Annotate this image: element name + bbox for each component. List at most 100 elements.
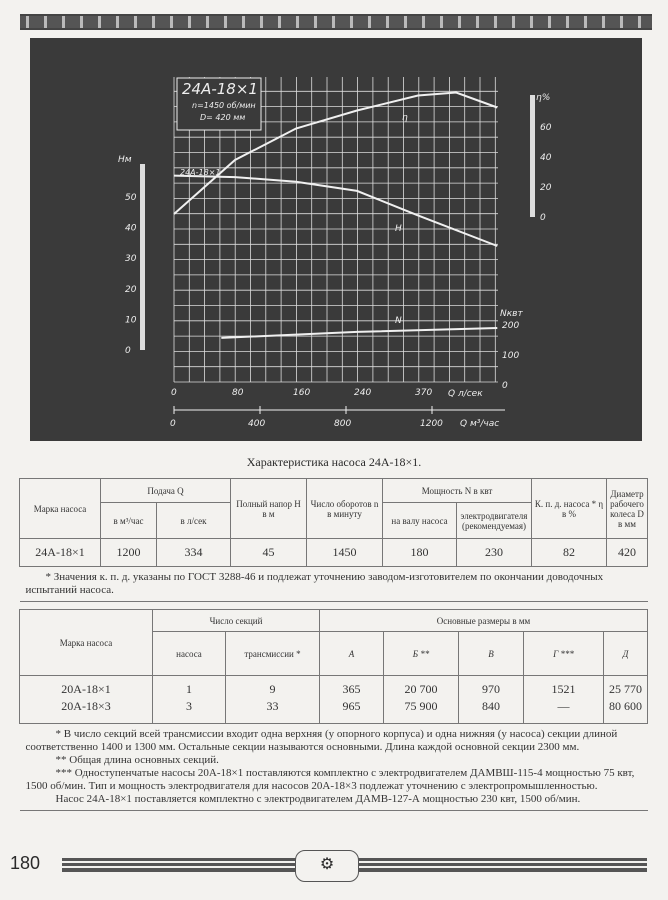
hdr-sections: Число секций <box>152 609 320 632</box>
cell: 24А-18×1 <box>19 538 101 567</box>
cell: 180 <box>382 538 457 567</box>
hdr-eff: К. п. д. насоса * η в % <box>531 478 607 539</box>
eta-tick-label: 20 <box>540 183 552 193</box>
h-tick-label: 0 <box>125 346 131 356</box>
footnote-3: *** Одноступенчатые насосы 20А-18×1 пост… <box>25 767 635 792</box>
h-tick-label: 40 <box>125 224 137 234</box>
table-row: 20А-18×3 3 33 965 75 900 840 — 80 600 <box>19 697 648 724</box>
pump-emblem-icon: ⚙ <box>295 850 359 882</box>
eta-tick-label: 60 <box>540 123 552 133</box>
q2-tick-label: 400 <box>248 419 265 429</box>
hdr-g: Г *** <box>523 631 604 676</box>
series-line-n <box>221 327 498 339</box>
pump-characteristic-chart: η H N 0 80 160 240 370 Q л/сек 0 400 800 1200 Q м³/ча… <box>30 38 642 441</box>
eta-tick-label: 40 <box>540 153 552 163</box>
hdr-diam: Диаметр рабочего колеса D в мм <box>606 478 648 539</box>
ornament-border-top <box>20 14 652 30</box>
h-tick-label: 30 <box>125 254 137 264</box>
cell: 1200 <box>100 538 157 567</box>
q2-axis-label: Q м³/час <box>460 419 499 429</box>
q-tick-label: 240 <box>354 388 371 398</box>
cell: — <box>523 697 604 724</box>
n-tick-label: 0 <box>502 381 508 391</box>
hdr-sec-trans: трансмиссии * <box>225 631 320 676</box>
q-tick-label: 80 <box>232 388 244 398</box>
q-axis-label: Q л/сек <box>448 389 483 399</box>
h-tick-label: 20 <box>125 285 137 295</box>
h-tick-label: 10 <box>125 315 137 325</box>
cell: 20А-18×3 <box>19 697 153 724</box>
q-tick-label: 370 <box>415 388 432 398</box>
chart-caption: Характеристика насоса 24А-18×1. <box>246 455 422 469</box>
n-tick-label: 200 <box>502 321 519 331</box>
hdr-power-motor: электродвигателя (рекомендуемая) <box>456 502 532 539</box>
h-curve-label: H <box>395 224 402 234</box>
table2-footnotes: * В число секций всей трансмиссии входит… <box>19 723 648 811</box>
eta-axis-label: η% <box>536 93 550 103</box>
title-box <box>176 77 262 131</box>
h-tick-label: 50 <box>125 193 137 203</box>
cell: 20 700 <box>383 675 459 698</box>
hdr-flow-m3: в м³/час <box>100 502 157 539</box>
footnote-1: * В число секций всей трансмиссии входит… <box>25 728 618 753</box>
h-curve-start-label: 24А-18×1 <box>180 168 221 177</box>
diameter-label: D= 420 мм <box>200 113 245 122</box>
footnote-2: ** Общая длина основных секций. <box>55 754 219 766</box>
speed-label: n=1450 об/мин <box>192 101 256 110</box>
hdr-a: А <box>319 631 384 676</box>
series-line-eta <box>173 91 498 215</box>
cell: 230 <box>456 538 532 567</box>
cell: 334 <box>156 538 231 567</box>
chart-title: 24А-18×1 <box>182 80 258 98</box>
cell: 1 <box>152 675 226 698</box>
hdr-dims: Основные размеры в мм <box>319 609 648 632</box>
cell: 25 770 <box>603 675 648 698</box>
eta-tick-label: 0 <box>540 213 546 223</box>
hdr-head: Полный напор H в м <box>230 478 307 539</box>
cell: 1450 <box>306 538 383 567</box>
cell: 33 <box>225 697 320 724</box>
table-row: 24А-18×1 1200 334 45 1450 180 230 82 420 <box>19 538 648 567</box>
cell: 82 <box>531 538 607 567</box>
cell: 420 <box>606 538 648 567</box>
q2-tick-label: 1200 <box>420 419 443 429</box>
hdr-b: Б ** <box>383 631 459 676</box>
pump-spec-table: Марка насоса Подача Q Полный напор H в м… <box>19 478 648 602</box>
pump-dimensions-table: Марка насоса Число секций Основные разме… <box>19 609 648 811</box>
hdr-rpm: Число оборотов n в минуту <box>306 478 383 539</box>
hdr-d: Д <box>603 631 648 676</box>
table-row: 20А-18×1 1 9 365 20 700 970 1521 25 770 <box>19 675 648 698</box>
hdr-brand: Марка насоса <box>19 609 153 676</box>
cell: 80 600 <box>603 697 648 724</box>
cell: 1521 <box>523 675 604 698</box>
cell: 840 <box>458 697 524 724</box>
hdr-flow-ls: в л/сек <box>156 502 231 539</box>
cell: 970 <box>458 675 524 698</box>
footnote-4: Насос 24А-18×1 поставляется комплектно с… <box>55 793 581 805</box>
q-tick-label: 160 <box>293 388 310 398</box>
q-tick-label: 0 <box>171 388 177 398</box>
hdr-power: Мощность N в квт <box>382 478 532 503</box>
hdr-sec-pump: насоса <box>152 631 226 676</box>
n-axis-label: Nквт <box>500 309 523 319</box>
hdr-brand: Марка насоса <box>19 478 101 539</box>
hdr-v: В <box>458 631 524 676</box>
cell: 20А-18×1 <box>19 675 153 698</box>
h-axis-label: Нм <box>118 155 132 165</box>
q2-tick-label: 800 <box>334 419 351 429</box>
n-curve-label: N <box>395 316 402 326</box>
cell: 75 900 <box>383 697 459 724</box>
cell: 9 <box>225 675 320 698</box>
page-number: 180 <box>10 853 41 873</box>
table1-footnote: * Значения к. п. д. указаны по ГОСТ 3288… <box>19 566 648 602</box>
cell: 45 <box>230 538 307 567</box>
cell: 365 <box>319 675 384 698</box>
series-line-h <box>173 174 498 247</box>
h-scale-bar <box>140 164 145 350</box>
cell: 3 <box>152 697 226 724</box>
cell: 965 <box>319 697 384 724</box>
hdr-flow: Подача Q <box>100 478 231 503</box>
